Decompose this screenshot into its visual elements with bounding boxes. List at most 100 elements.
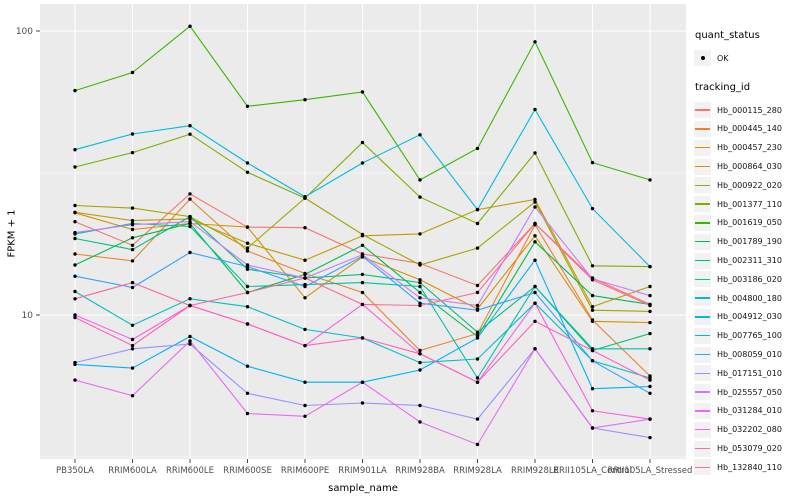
data-point (418, 303, 422, 308)
y-tick-label: 10 (22, 311, 34, 321)
data-point (303, 195, 307, 199)
legend-swatch (694, 233, 711, 250)
data-point (303, 284, 307, 289)
legend-swatch (694, 271, 711, 288)
data-point (533, 200, 537, 204)
legend-swatch (694, 346, 711, 363)
legend-label: Hb_000864_030 (717, 162, 782, 172)
legend-label: Hb_001377_110 (717, 199, 782, 209)
x-tick-label: RRIM600LA (108, 466, 157, 476)
legend-quant-item: OK (694, 49, 800, 68)
data-point (475, 417, 480, 421)
data-point (73, 165, 77, 169)
series-line-icon (695, 353, 710, 356)
series-line-icon (695, 259, 710, 262)
data-point (73, 230, 77, 235)
data-point (360, 336, 365, 340)
legend-item: Hb_032202_080 (694, 420, 800, 439)
data-point (73, 378, 77, 382)
data-point (188, 224, 192, 229)
data-point (130, 259, 135, 263)
data-point (360, 290, 365, 295)
data-point (303, 296, 307, 300)
legend-swatch (694, 177, 711, 194)
legend-item: Hb_017151_010 (694, 364, 800, 383)
data-point (188, 197, 192, 201)
data-point (245, 170, 250, 174)
data-point (360, 380, 365, 384)
data-point (475, 303, 480, 308)
data-point (73, 210, 77, 214)
legend-swatch (694, 327, 711, 344)
data-point (73, 297, 77, 301)
data-point (245, 246, 250, 250)
data-point (245, 161, 250, 165)
legend-label: Hb_004912_030 (717, 312, 782, 322)
data-point (245, 241, 250, 245)
data-point (73, 252, 77, 256)
data-point (648, 378, 652, 382)
data-point (130, 150, 135, 155)
data-point (73, 313, 77, 317)
data-point (418, 348, 422, 353)
data-point (360, 140, 365, 145)
data-point (130, 70, 135, 75)
legend-swatch (694, 102, 711, 119)
x-axis-title: sample_name (328, 483, 398, 494)
legend-swatch (694, 459, 711, 476)
data-point (188, 334, 192, 339)
data-point (73, 289, 77, 294)
data-point (360, 243, 365, 247)
series-line-icon (695, 372, 710, 375)
legend-label: Hb_008059_010 (717, 350, 782, 360)
data-point (245, 411, 250, 416)
legend-label: Hb_001789_190 (717, 237, 782, 247)
data-point (130, 132, 135, 136)
legend-label: Hb_007765_100 (717, 331, 782, 341)
data-point (360, 161, 365, 165)
legend-item: Hb_002311_310 (694, 251, 800, 270)
data-point (475, 336, 480, 340)
legend-item: Hb_001377_110 (694, 195, 800, 214)
series-line-icon (695, 147, 710, 149)
data-point (303, 343, 307, 348)
data-point (590, 160, 595, 165)
data-point (360, 401, 365, 405)
data-point (418, 352, 422, 356)
data-point (245, 364, 250, 368)
data-point (73, 148, 77, 152)
data-point (475, 442, 480, 447)
legend-swatch (694, 384, 711, 401)
x-tick-label: RRIM600LE (166, 466, 214, 476)
legend-item: Hb_053079_020 (694, 439, 800, 458)
legend-swatch (694, 308, 711, 325)
data-point (590, 426, 595, 430)
data-point (188, 339, 192, 343)
data-point (648, 435, 652, 440)
data-point (130, 206, 135, 210)
data-point (303, 327, 307, 332)
data-point (245, 305, 250, 309)
series-line-icon (695, 316, 710, 318)
series-line-icon (695, 203, 710, 205)
legend-swatch (694, 139, 711, 156)
ok-point-swatch (694, 50, 711, 67)
legend-item: Hb_000922_020 (694, 176, 800, 195)
data-point (533, 258, 537, 262)
legend-swatch (694, 158, 711, 175)
series-line-icon (695, 429, 710, 431)
data-point (303, 380, 307, 384)
data-point (648, 293, 652, 298)
data-point (590, 264, 595, 268)
data-point (418, 263, 422, 267)
data-point (188, 124, 192, 128)
data-point (648, 303, 652, 308)
legend-label: Hb_032202_080 (717, 425, 782, 435)
data-point (590, 293, 595, 298)
x-tick-label: RRIM928LA (453, 466, 502, 476)
data-point (590, 278, 595, 282)
data-point (303, 98, 307, 102)
legend-label: Hb_002311_310 (717, 256, 782, 266)
data-point (418, 368, 422, 372)
data-point (73, 360, 77, 365)
